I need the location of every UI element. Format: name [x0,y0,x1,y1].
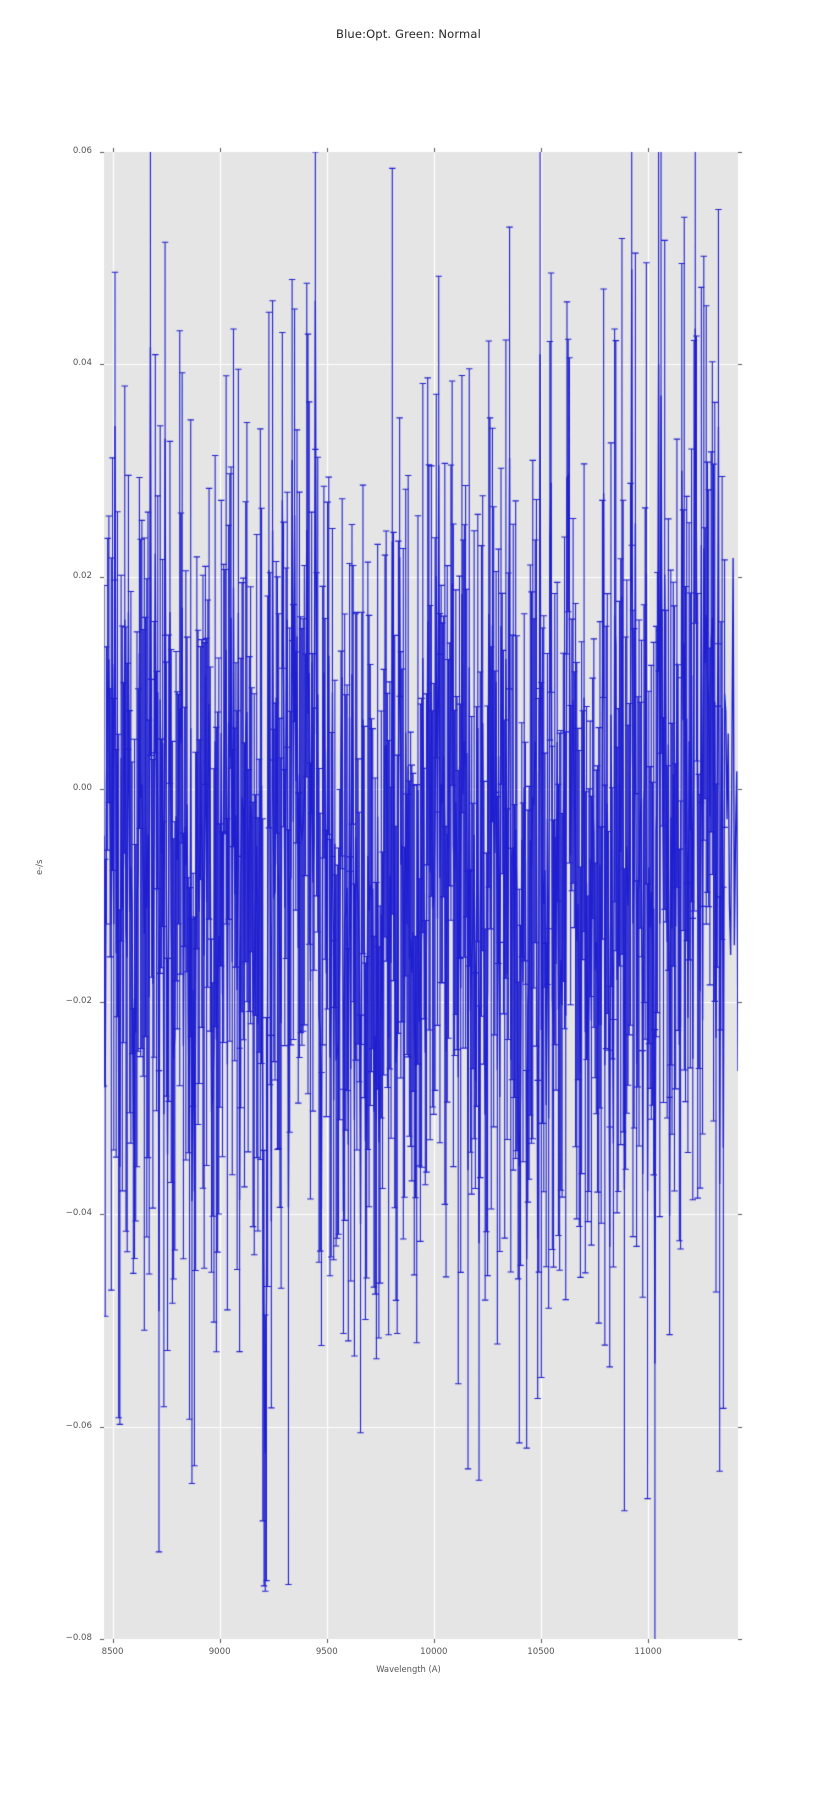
x-tick-label: 9000 [208,1647,231,1657]
x-tick-label: 10500 [527,1647,555,1657]
y-tick-label: 0.00 [72,783,92,794]
x-axis-label: Wavelength (A) [376,1664,441,1674]
x-tick-label: 11000 [634,1647,662,1657]
x-tick-label: 10000 [420,1647,448,1657]
y-tick-label: 0.06 [72,146,92,156]
y-tick-label: −0.02 [65,995,92,1006]
y-tick-label: 0.04 [72,358,92,369]
x-tick-label: 9500 [315,1647,338,1657]
x-tick-label: 8500 [101,1647,124,1657]
y-tick-label: −0.04 [65,1208,92,1219]
y-tick-label: −0.08 [65,1633,92,1643]
y-axis-label: e-/s [34,859,44,875]
y-tick-label: 0.02 [72,570,92,581]
y-tick-label: −0.06 [65,1420,92,1431]
